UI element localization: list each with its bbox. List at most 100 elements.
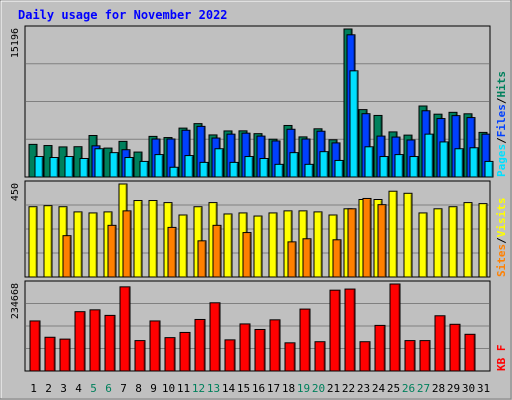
bar-sites-day-13 [212, 224, 222, 278]
x-tick-label: 6 [105, 382, 112, 395]
day-axis: 1 2 3 4 5 6 7 8 9 10 11 12 13 14 15 16 17 18 19 20 21 22 23 24 2… [30, 382, 490, 395]
bar-kb-f-day-30 [464, 333, 476, 372]
bar-kb-f-day-20 [314, 341, 326, 372]
legend-entry-pages: Pages [495, 144, 508, 177]
legend-separator: / [495, 97, 508, 104]
bar-pages-day-9 [154, 154, 164, 178]
bar-sites-day-6 [107, 224, 117, 278]
bar-visits-day-17 [268, 212, 278, 278]
bar-kb-f-day-29 [449, 323, 461, 372]
bar-kb-f-day-24 [374, 324, 386, 372]
bar-kb-f-day-15 [239, 323, 251, 372]
bar-sites-day-15 [242, 232, 252, 278]
bar-kb-f-day-2 [44, 336, 56, 372]
x-tick-label: 14 [222, 382, 236, 395]
bar-pages-day-10 [169, 166, 179, 178]
x-tick-label: 11 [177, 382, 190, 395]
bar-kb-f-day-8 [134, 340, 146, 372]
bar-kb-f-day-16 [254, 328, 266, 372]
bar-pages-day-31 [484, 160, 494, 178]
bar-pages-day-13 [214, 148, 224, 178]
x-tick-label: 28 [432, 382, 445, 395]
bar-visits-day-29 [448, 206, 458, 278]
bar-kb-f-day-4 [74, 311, 86, 372]
bar-pages-day-27 [424, 133, 434, 178]
visits-sites-panel: 450 Sites/Visits [10, 180, 508, 278]
panel-legend: KB F [495, 345, 508, 372]
bar-visits-day-28 [433, 208, 443, 278]
bar-kb-f-day-11 [179, 331, 191, 372]
bar-pages-day-22 [349, 70, 359, 178]
bar-visits-day-20 [313, 211, 323, 278]
bar-kb-f-day-6 [104, 314, 116, 372]
x-tick-label: 5 [90, 382, 97, 395]
bar-pages-day-28 [439, 141, 449, 178]
y-max-label: 15196 [10, 28, 21, 58]
bar-visits-day-8 [133, 200, 143, 278]
bar-kb-f-day-10 [164, 337, 176, 372]
x-tick-label: 7 [120, 382, 127, 395]
bar-sites-day-18 [287, 241, 297, 278]
bar-pages-day-20 [319, 151, 329, 178]
y-max-label: 450 [10, 183, 21, 201]
bar-pages-day-17 [274, 163, 284, 178]
bar-pages-day-26 [409, 156, 419, 178]
bar-visits-day-11 [178, 214, 188, 278]
x-tick-label: 17 [267, 382, 280, 395]
bar-pages-day-18 [289, 152, 299, 178]
bar-visits-day-16 [253, 215, 263, 278]
bar-pages-day-21 [334, 159, 344, 178]
bar-pages-day-3 [64, 156, 74, 178]
bar-kb-f-day-25 [389, 283, 401, 372]
x-tick-label: 9 [150, 382, 157, 395]
bar-sites-day-10 [167, 226, 177, 278]
panel-legend: Sites/Visits [495, 198, 508, 278]
bar-pages-day-6 [109, 152, 119, 178]
bar-pages-day-24 [379, 156, 389, 178]
bar-pages-day-4 [79, 157, 89, 178]
bar-pages-day-29 [454, 148, 464, 178]
x-tick-label: 3 [60, 382, 67, 395]
bar-pages-day-12 [199, 161, 209, 178]
x-tick-label: 26 [402, 382, 415, 395]
bar-visits-day-9 [148, 200, 158, 278]
bar-visits-day-14 [223, 213, 233, 278]
bar-pages-day-8 [139, 160, 149, 178]
x-tick-label: 18 [282, 382, 295, 395]
bar-visits-day-25 [388, 190, 398, 278]
bar-visits-day-26 [403, 192, 413, 278]
bar-pages-day-2 [49, 157, 59, 178]
legend-separator: / [495, 137, 508, 144]
legend-entry-visits: Visits [495, 198, 508, 238]
x-tick-label: 19 [297, 382, 310, 395]
bar-pages-day-5 [94, 148, 104, 178]
bar-kb-f-day-23 [359, 341, 371, 372]
bar-visits-day-30 [463, 202, 473, 278]
bar-visits-day-31 [478, 203, 488, 278]
bar-kb-f-day-9 [149, 320, 161, 372]
x-tick-label: 16 [252, 382, 265, 395]
x-tick-label: 4 [75, 382, 82, 395]
bar-kb-f-day-19 [299, 308, 311, 372]
legend-entry-files: Files [495, 104, 508, 137]
bar-pages-day-11 [184, 155, 194, 178]
kbytes-panel: 234668 KB F [10, 280, 508, 372]
x-tick-label: 2 [45, 382, 52, 395]
x-tick-label: 22 [342, 382, 355, 395]
bar-kb-f-day-27 [419, 340, 431, 372]
y-max-label: 234668 [10, 283, 21, 319]
x-tick-label: 31 [477, 382, 490, 395]
bar-pages-day-15 [244, 156, 254, 178]
bar-pages-day-1 [34, 156, 44, 178]
hits-files-pages-panel: 15196 Pages/Files/Hits [10, 25, 508, 178]
legend-entry-sites: Sites [495, 244, 508, 277]
x-tick-label: 21 [327, 382, 340, 395]
bar-kb-f-day-13 [209, 302, 221, 372]
bar-kb-f-day-26 [404, 340, 416, 372]
x-tick-label: 24 [372, 382, 386, 395]
bar-sites-day-3 [62, 235, 72, 278]
bar-kb-f-day-18 [284, 342, 296, 372]
panel-legend: Pages/Files/Hits [495, 71, 508, 177]
legend-separator: / [495, 237, 508, 244]
bar-pages-day-23 [364, 146, 374, 178]
